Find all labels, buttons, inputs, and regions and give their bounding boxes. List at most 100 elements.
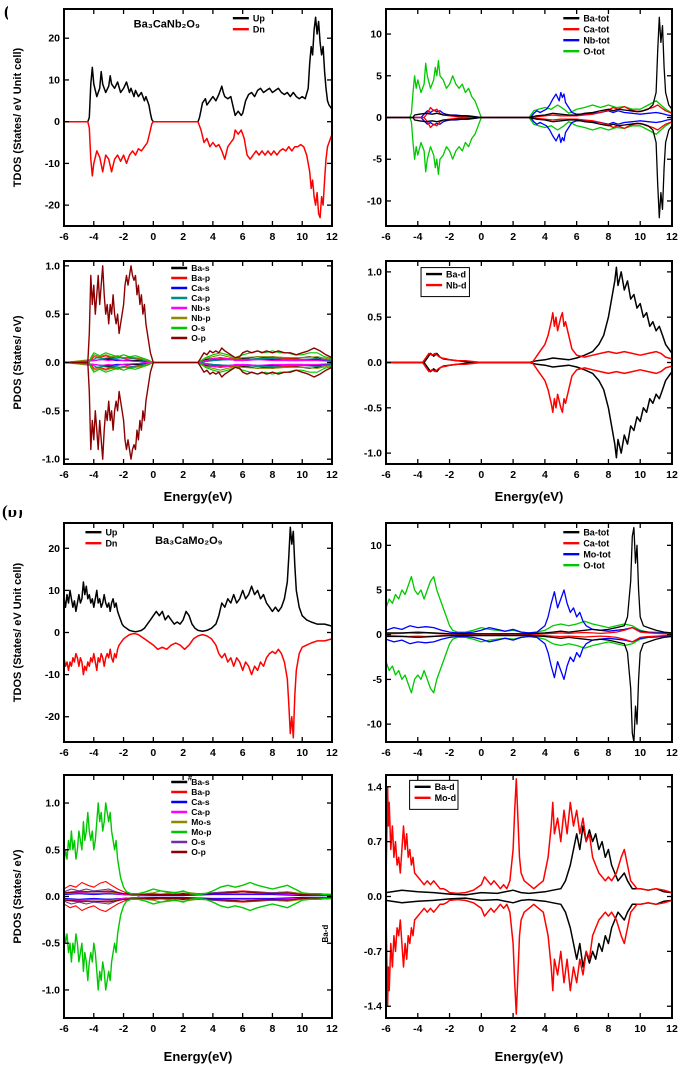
svg-text:-6: -6 (381, 469, 390, 481)
svg-text:Nb-s: Nb-s (191, 303, 210, 313)
svg-text:12: 12 (326, 469, 338, 481)
svg-text:Ca-p: Ca-p (191, 293, 210, 303)
svg-text:Ba-d: Ba-d (446, 269, 466, 279)
svg-text:Ba-d: Ba-d (321, 925, 330, 943)
svg-text:1.0: 1.0 (45, 260, 60, 272)
svg-text:-4: -4 (413, 231, 422, 243)
svg-text:O-s: O-s (191, 323, 205, 333)
svg-text:Nb-tot: Nb-tot (583, 35, 610, 45)
svg-text:Ba-p: Ba-p (191, 273, 210, 283)
svg-text:4: 4 (210, 747, 216, 759)
plot-a-pdos-sp: -6 -4 -2 0 2 4 6 8 10 12 -1.0 -0.5 0.0 0.5 1.0 PDOS (St… (8, 256, 340, 510)
svg-text:10: 10 (634, 1023, 646, 1035)
svg-text:4: 4 (210, 231, 216, 243)
svg-text:2: 2 (180, 469, 186, 481)
svg-text:TDOS (States/ eV Unit cell): TDOS (States/ eV Unit cell) (12, 562, 24, 702)
svg-text:6: 6 (574, 747, 580, 759)
svg-text:10: 10 (48, 585, 60, 597)
svg-text:Ca-p: Ca-p (191, 807, 210, 817)
svg-text:8: 8 (270, 469, 276, 481)
svg-text:TDOS (States/ eV Unit cell): TDOS (States/ eV Unit cell) (12, 47, 24, 187)
svg-text:4: 4 (210, 469, 216, 481)
svg-text:Ba-d: Ba-d (435, 782, 455, 792)
svg-text:O-tot: O-tot (583, 560, 605, 570)
svg-text:10: 10 (296, 747, 308, 759)
svg-text:-10: -10 (45, 669, 60, 681)
svg-text:8: 8 (606, 1023, 612, 1035)
svg-text:4: 4 (542, 747, 548, 759)
svg-text:O-s: O-s (191, 837, 205, 847)
svg-text:4: 4 (542, 469, 548, 481)
svg-text:-1.0: -1.0 (42, 454, 60, 466)
svg-text:Up: Up (253, 13, 265, 23)
svg-text:8: 8 (270, 1023, 276, 1035)
svg-text:Ca-s: Ca-s (191, 283, 210, 293)
svg-text:8: 8 (606, 231, 612, 243)
svg-text:Ca-tot: Ca-tot (583, 24, 609, 34)
svg-text:1.4: 1.4 (367, 781, 382, 793)
svg-text:0: 0 (150, 231, 156, 243)
svg-text:Energy(eV): Energy(eV) (164, 489, 233, 504)
svg-text:-10: -10 (367, 719, 382, 731)
svg-text:Ba₃CaNb₂O₉: Ba₃CaNb₂O₉ (134, 19, 200, 31)
svg-text:-5: -5 (373, 154, 382, 166)
svg-text:0.5: 0.5 (45, 844, 60, 856)
svg-text:2: 2 (180, 231, 186, 243)
svg-text:0: 0 (54, 116, 60, 128)
svg-text:Dn: Dn (253, 24, 265, 34)
svg-text:-20: -20 (45, 200, 60, 212)
svg-text:0.5: 0.5 (367, 312, 382, 324)
plot-b-pdos-d: -6 -4 -2 0 2 4 6 8 10 12 -1.4 -0.7 0.0 0.7 1.4 Energy(e… (344, 770, 680, 1070)
plot-a-pdos-d: -6 -4 -2 0 2 4 6 8 10 12 -1.0 -0.5 0.0 0.5 1.0 Energy(e… (344, 256, 680, 510)
svg-text:0: 0 (376, 112, 382, 124)
svg-text:2: 2 (510, 747, 516, 759)
svg-text:-2: -2 (445, 231, 454, 243)
svg-text:Ba-s: Ba-s (191, 263, 210, 273)
svg-text:10: 10 (370, 29, 382, 41)
svg-text:O-p: O-p (191, 333, 206, 343)
svg-text:O-p: O-p (191, 847, 206, 857)
svg-text:20: 20 (48, 33, 60, 45)
plot-b-pdos-sp: -6 -4 -2 0 2 4 6 8 10 12 -1.0 -0.5 0.0 0.5 1.0 PDOS (St… (8, 770, 340, 1070)
svg-text:Ca-s: Ca-s (191, 797, 210, 807)
svg-text:12: 12 (666, 1023, 678, 1035)
svg-text:Ba-s: Ba-s (191, 777, 210, 787)
svg-text:2: 2 (510, 469, 516, 481)
svg-text:-0.5: -0.5 (42, 938, 60, 950)
svg-text:Ba-tot: Ba-tot (583, 527, 609, 537)
svg-text:-5: -5 (373, 674, 382, 686)
svg-text:-1.4: -1.4 (364, 1001, 382, 1013)
svg-text:2: 2 (510, 1023, 516, 1035)
svg-text:-1.0: -1.0 (364, 448, 382, 460)
svg-text:-6: -6 (59, 747, 68, 759)
svg-text:4: 4 (542, 1023, 548, 1035)
svg-text:-10: -10 (45, 158, 60, 170)
svg-text:-4: -4 (413, 1023, 422, 1035)
svg-text:10: 10 (296, 231, 308, 243)
svg-text:10: 10 (296, 469, 308, 481)
svg-text:6: 6 (240, 469, 246, 481)
svg-text:Mo-s: Mo-s (191, 817, 211, 827)
svg-text:0: 0 (376, 629, 382, 641)
svg-text:6: 6 (574, 469, 580, 481)
svg-text:10: 10 (48, 74, 60, 86)
svg-text:-6: -6 (381, 747, 390, 759)
svg-text:0: 0 (478, 231, 484, 243)
svg-text:-6: -6 (59, 469, 68, 481)
svg-text:Ca-tot: Ca-tot (583, 538, 609, 548)
svg-text:-4: -4 (89, 747, 98, 759)
svg-text:0.0: 0.0 (45, 357, 60, 369)
svg-text:0: 0 (150, 1023, 156, 1035)
svg-text:-2: -2 (119, 231, 128, 243)
svg-text:-0.5: -0.5 (364, 402, 382, 414)
svg-text:-2: -2 (119, 1023, 128, 1035)
svg-text:0: 0 (478, 747, 484, 759)
svg-text:10: 10 (370, 540, 382, 552)
svg-text:2: 2 (510, 231, 516, 243)
svg-text:0: 0 (54, 627, 60, 639)
svg-text:Ba-tot: Ba-tot (583, 13, 609, 23)
svg-text:-2: -2 (445, 747, 454, 759)
svg-text:8: 8 (606, 469, 612, 481)
